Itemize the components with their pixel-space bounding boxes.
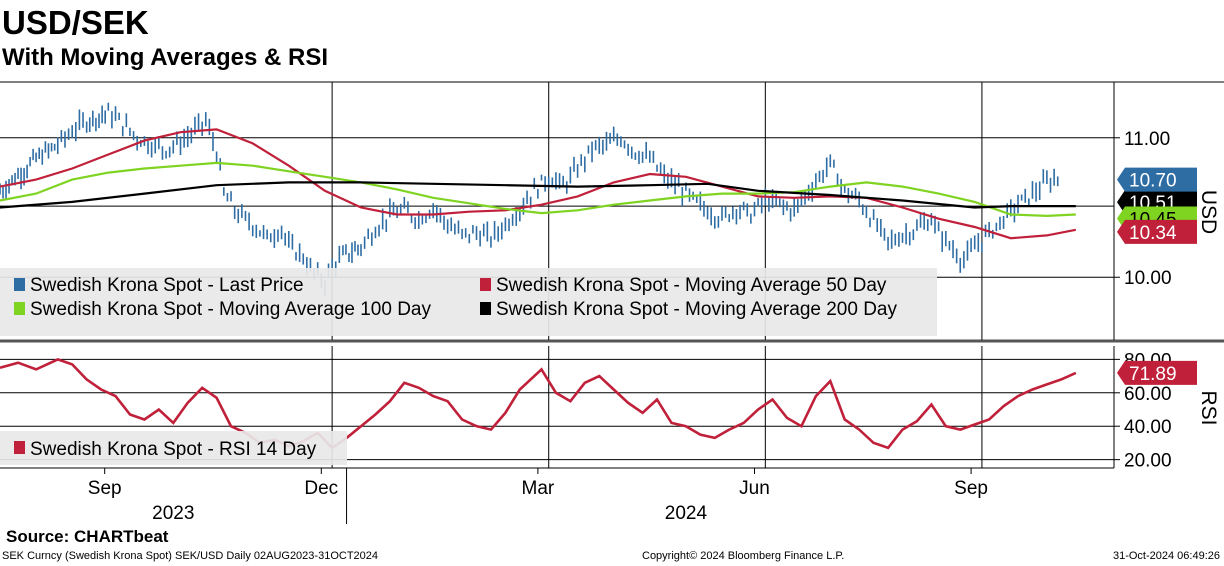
legend-entry-label: Swedish Krona Spot - Last Price xyxy=(30,275,304,296)
legend-swatch xyxy=(14,278,25,291)
rsi-line xyxy=(0,358,1077,450)
source-label: Source: CHARTbeat xyxy=(6,527,169,546)
price-legend-box xyxy=(0,268,937,336)
price-axis-title: USD xyxy=(1197,190,1220,234)
ma50-end-label: 10.34 xyxy=(1129,223,1177,244)
x-tick-label: Jun xyxy=(739,478,770,499)
x-tick-label: Dec xyxy=(304,478,338,499)
ma50-end-label-bg xyxy=(1117,219,1197,244)
ma50-line xyxy=(0,128,1077,240)
legend-entry-label: Swedish Krona Spot - RSI 14 Day xyxy=(30,439,317,460)
last-price-end-label-bg xyxy=(1117,167,1197,192)
rsi-axis-title: RSI xyxy=(1197,390,1220,425)
legend-entry-label: Swedish Krona Spot - Moving Average 200 … xyxy=(496,299,897,320)
rsi-end-label-bg xyxy=(1117,360,1197,385)
legend-entry-label: Swedish Krona Spot - Moving Average 100 … xyxy=(30,299,431,320)
copyright-text: Copyright© 2024 Bloomberg Finance L.P. xyxy=(642,550,845,562)
last-price-end-label: 10.70 xyxy=(1129,171,1177,192)
rsi-y-tick-label: 60.00 xyxy=(1124,384,1172,405)
legend-entry-label: Swedish Krona Spot - Moving Average 50 D… xyxy=(496,275,887,296)
x-tick-label: Sep xyxy=(954,478,988,499)
chart-title: USD/SEK xyxy=(2,4,149,41)
year-label: 2023 xyxy=(152,503,194,524)
rsi-y-tick-label: 20.00 xyxy=(1124,451,1172,472)
ma200-line xyxy=(0,181,1076,209)
rsi-y-tick-label: 40.00 xyxy=(1124,417,1172,438)
legend-swatch xyxy=(14,441,25,454)
legend-swatch xyxy=(480,302,491,315)
x-tick-label: Sep xyxy=(88,478,122,499)
x-tick-label: Mar xyxy=(522,478,555,499)
chart-subtitle: With Moving Averages & RSI xyxy=(2,44,329,71)
ticker-info: SEK Curncy (Swedish Krona Spot) SEK/USD … xyxy=(2,550,379,562)
price-y-tick-label: 10.00 xyxy=(1124,268,1172,289)
year-label: 2024 xyxy=(665,503,708,524)
price-y-tick-label: 11.00 xyxy=(1124,129,1170,150)
ma100-line xyxy=(0,161,1076,218)
rsi-end-label: 71.89 xyxy=(1129,364,1177,385)
rsi-legend-box xyxy=(0,431,347,465)
legend-swatch xyxy=(14,302,25,315)
legend-swatch xyxy=(480,278,491,291)
timestamp: 31-Oct-2024 06:49:26 xyxy=(1112,550,1220,562)
